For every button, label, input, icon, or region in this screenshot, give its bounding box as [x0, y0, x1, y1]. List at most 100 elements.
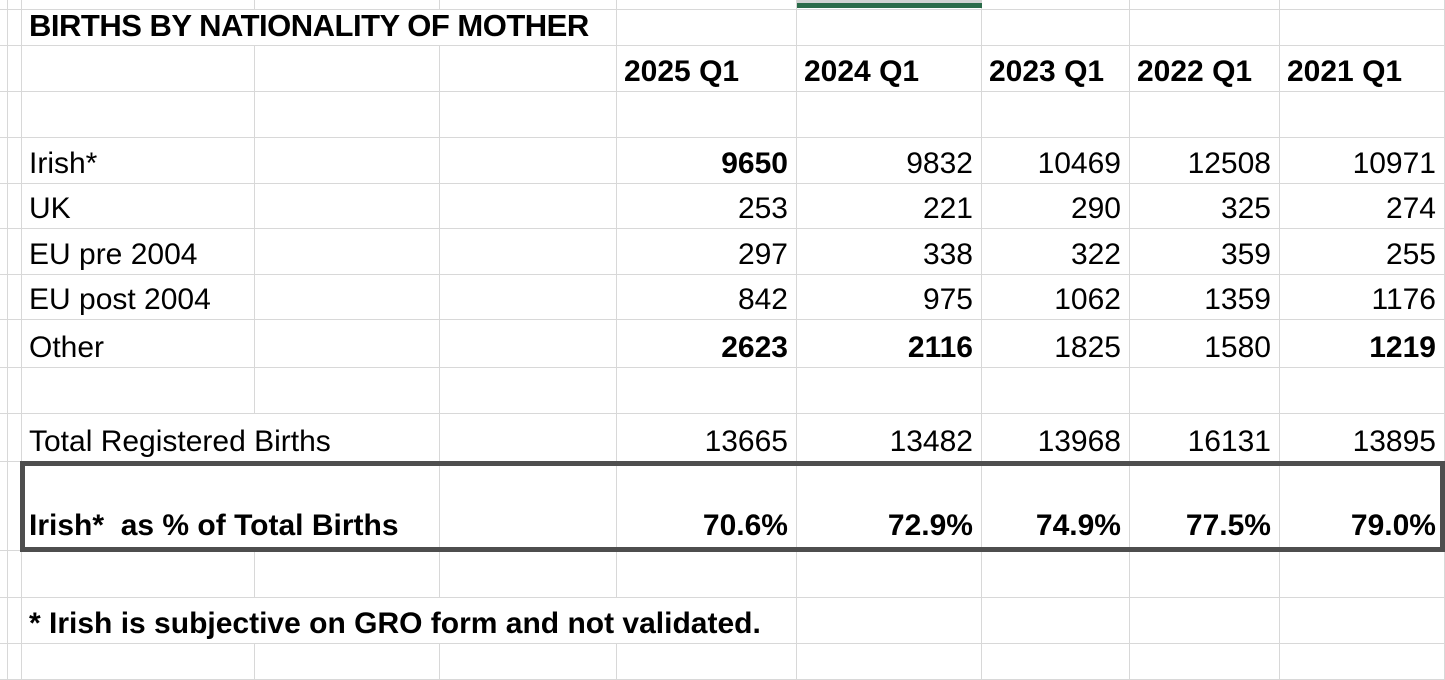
cell[interactable]	[255, 275, 440, 320]
cell[interactable]	[440, 275, 617, 320]
row-label-irish-[interactable]: Irish*	[22, 138, 255, 184]
cell[interactable]	[1280, 92, 1445, 138]
cell[interactable]	[255, 644, 440, 680]
cell[interactable]	[617, 92, 797, 138]
sheet-title[interactable]: BIRTHS BY NATIONALITY OF MOTHER	[22, 10, 617, 46]
value-cell[interactable]: 2623	[617, 320, 797, 368]
cell[interactable]	[3, 462, 22, 551]
row-label-other[interactable]: Other	[22, 320, 255, 368]
cell[interactable]	[255, 184, 440, 229]
cell[interactable]	[1130, 551, 1280, 598]
cell[interactable]	[440, 138, 617, 184]
col-header-2024-q1[interactable]: 2024 Q1	[797, 46, 982, 92]
cell[interactable]	[797, 551, 982, 598]
cell[interactable]	[1280, 644, 1445, 680]
cell[interactable]	[982, 92, 1130, 138]
value-cell[interactable]: 325	[1130, 184, 1280, 229]
cell[interactable]	[1280, 0, 1445, 10]
cell[interactable]	[617, 10, 797, 46]
cell[interactable]	[3, 0, 22, 10]
cell[interactable]	[440, 414, 617, 462]
cell[interactable]	[982, 368, 1130, 414]
value-cell[interactable]: 290	[982, 184, 1130, 229]
cell[interactable]	[3, 598, 22, 644]
cell[interactable]	[440, 644, 617, 680]
cell[interactable]	[617, 644, 797, 680]
value-cell[interactable]: 975	[797, 275, 982, 320]
percent-label[interactable]: Irish* as % of Total Births	[22, 462, 440, 551]
cell[interactable]	[255, 138, 440, 184]
cell[interactable]	[3, 46, 22, 92]
cell[interactable]	[3, 320, 22, 368]
col-header-2022-q1[interactable]: 2022 Q1	[1130, 46, 1280, 92]
value-cell[interactable]: 322	[982, 229, 1130, 275]
cell[interactable]	[22, 644, 255, 680]
cell[interactable]	[1130, 10, 1280, 46]
cell[interactable]	[22, 92, 255, 138]
cell[interactable]	[3, 551, 22, 598]
cell[interactable]	[982, 10, 1130, 46]
value-cell[interactable]: 221	[797, 184, 982, 229]
cell[interactable]	[3, 138, 22, 184]
cell[interactable]	[440, 0, 617, 10]
cell[interactable]	[1280, 598, 1445, 644]
cell[interactable]	[3, 92, 22, 138]
value-cell[interactable]: 2116	[797, 320, 982, 368]
value-cell[interactable]: 1580	[1130, 320, 1280, 368]
value-cell[interactable]: 297	[617, 229, 797, 275]
cell[interactable]	[797, 644, 982, 680]
cell[interactable]	[440, 92, 617, 138]
cell[interactable]	[1130, 368, 1280, 414]
percent-value-cell[interactable]: 79.0%	[1280, 462, 1445, 551]
value-cell[interactable]: 1825	[982, 320, 1130, 368]
cell[interactable]	[1280, 368, 1445, 414]
value-cell[interactable]: 338	[797, 229, 982, 275]
total-value-cell[interactable]: 16131	[1130, 414, 1280, 462]
percent-value-cell[interactable]: 74.9%	[982, 462, 1130, 551]
cell[interactable]	[255, 46, 440, 92]
footnote[interactable]: * Irish is subjective on GRO form and no…	[22, 598, 797, 644]
cell[interactable]	[22, 0, 255, 10]
value-cell[interactable]: 10469	[982, 138, 1130, 184]
value-cell[interactable]: 10971	[1280, 138, 1445, 184]
cell[interactable]	[440, 462, 617, 551]
cell[interactable]	[3, 414, 22, 462]
col-header-2023-q1[interactable]: 2023 Q1	[982, 46, 1130, 92]
cell[interactable]	[982, 551, 1130, 598]
cell[interactable]	[3, 184, 22, 229]
cell[interactable]	[3, 10, 22, 46]
cell[interactable]	[255, 551, 440, 598]
total-value-cell[interactable]: 13665	[617, 414, 797, 462]
total-value-cell[interactable]: 13482	[797, 414, 982, 462]
cell[interactable]	[1130, 0, 1280, 10]
cell[interactable]	[797, 368, 982, 414]
cell[interactable]	[3, 368, 22, 414]
value-cell[interactable]: 9650	[617, 138, 797, 184]
cell[interactable]	[255, 0, 440, 10]
row-label-eu-post-2004[interactable]: EU post 2004	[22, 275, 255, 320]
value-cell[interactable]: 842	[617, 275, 797, 320]
cell[interactable]	[440, 46, 617, 92]
col-header-2021-q1[interactable]: 2021 Q1	[1280, 46, 1445, 92]
value-cell[interactable]: 1176	[1280, 275, 1445, 320]
value-cell[interactable]: 1359	[1130, 275, 1280, 320]
percent-value-cell[interactable]: 77.5%	[1130, 462, 1280, 551]
cell[interactable]	[255, 320, 440, 368]
cell[interactable]	[1280, 10, 1445, 46]
cell[interactable]	[797, 598, 982, 644]
percent-value-cell[interactable]: 72.9%	[797, 462, 982, 551]
cell[interactable]	[982, 598, 1130, 644]
value-cell[interactable]: 359	[1130, 229, 1280, 275]
cell[interactable]	[617, 368, 797, 414]
cell[interactable]	[440, 551, 617, 598]
cell[interactable]	[22, 46, 255, 92]
cell[interactable]	[1130, 644, 1280, 680]
cell[interactable]	[22, 368, 255, 414]
cell[interactable]	[440, 229, 617, 275]
cell[interactable]	[1130, 598, 1280, 644]
percent-value-cell[interactable]: 70.6%	[617, 462, 797, 551]
value-cell[interactable]: 9832	[797, 138, 982, 184]
cell[interactable]	[255, 92, 440, 138]
cell[interactable]	[617, 551, 797, 598]
cell[interactable]	[255, 229, 440, 275]
